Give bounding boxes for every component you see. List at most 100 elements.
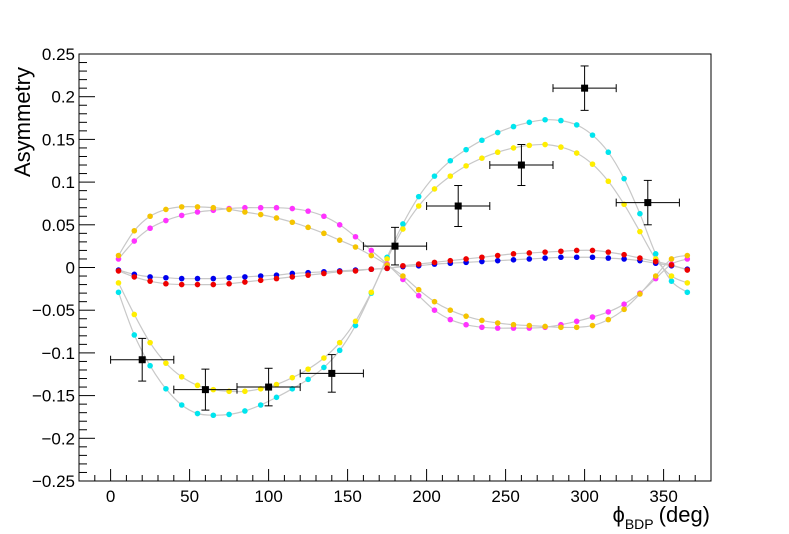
curve-point: [321, 364, 327, 371]
curve-point: [242, 408, 248, 414]
measurement-marker: [517, 161, 525, 169]
curve-point: [447, 173, 454, 179]
curve-point: [431, 186, 438, 192]
curve-point: [194, 204, 201, 210]
curve-point: [573, 150, 580, 156]
curve-point: [589, 161, 596, 167]
curve-point: [147, 362, 153, 369]
curve-point: [510, 321, 517, 328]
curve-point: [352, 244, 359, 250]
measurement-marker: [201, 386, 209, 394]
curve-point: [589, 314, 596, 320]
measurement-marker: [454, 202, 462, 210]
curve-point: [447, 257, 454, 264]
curve-point: [352, 268, 359, 274]
curve-point: [131, 274, 138, 280]
curve-point: [226, 280, 232, 287]
curve-point: [637, 210, 643, 217]
curve-point: [194, 410, 201, 417]
curve-point: [479, 254, 485, 261]
curve-point: [115, 252, 122, 259]
curve-point: [242, 204, 248, 211]
curve-point: [652, 273, 659, 279]
y-axis-title: Asymmetry: [10, 67, 35, 177]
curve-point: [431, 173, 438, 179]
curve-point: [131, 227, 138, 234]
curve-point: [257, 204, 264, 211]
curve-point: [652, 251, 659, 257]
curve-point: [526, 250, 533, 256]
measurement-marker: [265, 383, 273, 391]
curve-point: [510, 145, 517, 151]
curve-point: [479, 155, 485, 161]
curve-point: [305, 224, 311, 231]
curve-point: [163, 217, 169, 224]
x-axis-subscript: BDP: [625, 516, 654, 532]
curve-point: [147, 274, 153, 280]
curve-point: [242, 388, 248, 395]
curve-point: [163, 360, 169, 366]
curve-point: [178, 402, 185, 408]
curve-point: [163, 280, 169, 287]
curve-point: [668, 278, 675, 284]
curve-point: [415, 193, 422, 200]
curve-point: [637, 291, 643, 297]
curve-point: [510, 251, 517, 257]
curve-point: [589, 254, 596, 261]
curve-point: [194, 275, 201, 282]
y-axis-ticks: −0.25 −0.2 −0.15 −0.1 −0.05 0 0.05 0.1 0.15 0.2 0.…: [32, 45, 95, 491]
curve-point: [526, 142, 533, 149]
curve-point: [494, 252, 501, 259]
curve-point: [336, 347, 343, 354]
curve-point: [589, 132, 596, 138]
measurement-marker: [138, 356, 146, 364]
curve-point: [226, 274, 232, 281]
curve-point: [463, 163, 469, 169]
curve-point: [558, 254, 564, 261]
curve-point: [305, 376, 311, 383]
curve-point: [273, 204, 280, 211]
curve-point: [479, 258, 485, 265]
curve-point: [336, 222, 343, 228]
curve-point: [573, 122, 580, 128]
curve-point: [147, 339, 153, 346]
x-tick-label: 250: [491, 487, 519, 506]
curve-point: [305, 272, 311, 278]
curve-point: [621, 256, 627, 262]
x-axis-unit: (deg): [659, 502, 710, 527]
curve-point: [115, 268, 122, 274]
curve-point: [431, 259, 438, 266]
x-tick-label: 200: [412, 487, 440, 506]
y-tick-label: −0.05: [32, 301, 75, 320]
curve-point: [273, 215, 280, 221]
curve-point: [526, 119, 533, 126]
curve-point: [289, 219, 296, 226]
x-axis-title: ϕBDP (deg): [613, 502, 710, 532]
curve-point: [605, 149, 612, 156]
y-tick-label: −0.25: [32, 472, 75, 491]
curve-point: [589, 322, 596, 329]
curve-point: [510, 257, 517, 263]
curve-point: [242, 279, 248, 285]
curve-point: [621, 306, 627, 313]
curve-point: [226, 411, 232, 418]
curve-point: [605, 316, 612, 323]
curve-point: [257, 402, 264, 408]
curve-point: [273, 394, 280, 401]
curve-point: [558, 144, 564, 150]
curve-point: [321, 270, 327, 277]
curve-point: [526, 322, 533, 329]
measurement-marker: [644, 199, 652, 207]
curve-point: [573, 254, 580, 261]
curve-point: [384, 256, 390, 262]
x-tick-label: 150: [333, 487, 361, 506]
curve-point: [494, 257, 501, 264]
curve-point: [336, 268, 343, 275]
curve-point: [668, 262, 675, 268]
curve-point: [510, 123, 517, 130]
curve-point: [210, 412, 217, 419]
curve-point: [447, 307, 454, 314]
curve-point: [163, 385, 169, 392]
curve-point: [336, 339, 343, 346]
